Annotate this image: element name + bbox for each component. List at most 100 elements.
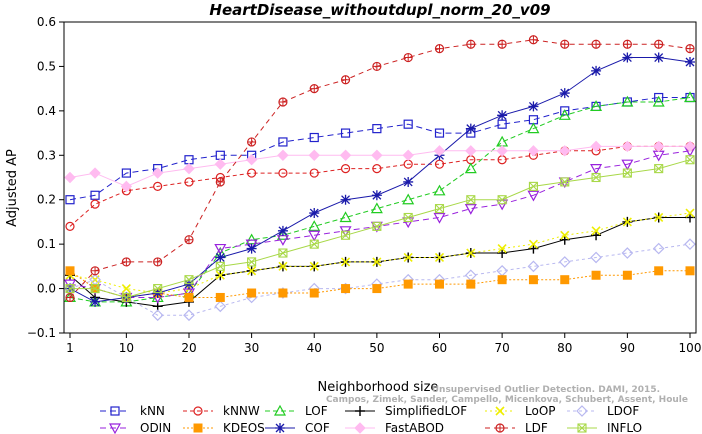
data-point-INFLO-100 [685,155,695,165]
data-point-FastABOD-75 [527,145,540,157]
data-point-LOF-50 [370,202,383,214]
legend-label-COF: COF [305,421,330,434]
data-point-kNN-35 [278,137,288,147]
data-point-INFLO-15 [153,284,163,294]
x-tick-label: 10 [119,341,134,355]
plot-frame [63,21,697,334]
data-point-FastABOD-1 [64,171,76,184]
data-point-INFLO-80 [560,177,570,187]
data-point-LDF-95 [654,39,664,49]
data-point-COF-70 [497,110,508,121]
data-point-KDEOS-35 [278,288,288,298]
data-point-LDOF-75 [527,260,540,273]
legend-item-LoOP: LoOP [485,404,556,418]
legend-label-ODIN: ODIN [140,421,171,434]
legend: kNN kNNW LOF SimplifiedLOF LoOP LDOF ODIN KDEOS… [100,404,642,434]
data-point-COF-80 [559,88,570,99]
data-point-INFLO-40 [309,239,319,249]
data-point-ODIN-65 [464,204,477,215]
data-point-COF-30 [246,243,257,254]
data-point-LDF-70 [497,39,507,49]
data-point-kNNW-40 [309,168,319,178]
data-point-LOF-75 [527,122,540,134]
legend-item-LOF: LOF [265,404,328,418]
data-point-kNNW-1 [65,221,75,231]
data-point-LDF-75 [528,35,539,45]
data-point-kNNW-50 [372,164,382,174]
data-point-LDOF-85 [590,251,602,264]
data-point-LDF-5 [90,266,100,276]
data-point-kNN-60 [434,128,445,138]
data-point-LDF-80 [560,39,570,49]
data-point-INFLO-5 [90,284,100,294]
data-point-KDEOS-55 [403,279,413,289]
legend-item-LDF: LDF [485,421,548,434]
series-KDEOS [65,266,695,302]
data-point-LoOP-10 [121,284,131,294]
x-axis-label: Neighborhood size [318,380,439,395]
data-point-LDOF-25 [214,300,227,313]
x-tick-label: 80 [557,341,572,355]
data-point-INFLO-75 [528,181,538,191]
data-point-kNNW-45 [340,164,351,174]
data-point-ODIN-25 [214,243,227,255]
legend-marker-LOF [273,404,287,416]
data-point-LDOF-95 [652,242,665,255]
series-LDF [65,35,695,303]
data-point-INFLO-60 [434,204,445,214]
data-point-FastABOD-10 [120,180,133,193]
y-tick-label: 0.3 [37,148,56,162]
legend-item-COF: COF [265,421,330,434]
legend-item-kNN: kNN [100,404,165,418]
data-point-FastABOD-55 [402,149,414,161]
legend-marker-SimplifiedLOF [355,406,365,416]
legend-label-LOF: LOF [305,404,328,418]
data-point-LoOP-40 [309,261,319,271]
data-point-FastABOD-35 [277,149,289,161]
legend-label-LDF: LDF [525,421,548,434]
data-point-LDOF-15 [151,309,164,322]
series-line-LDOF [69,243,691,316]
y-tick-label: 0.1 [37,237,56,251]
data-point-LoOP-45 [340,257,351,267]
data-point-COF-100 [685,56,695,67]
legend-marker-KDEOS [193,423,203,433]
series-FastABOD [64,140,696,193]
data-point-KDEOS-25 [215,292,225,302]
data-point-LDF-90 [622,39,632,49]
y-tick-label: 0.0 [37,282,56,296]
data-point-FastABOD-20 [183,162,195,175]
data-point-LOF-85 [590,100,603,112]
data-point-COF-5 [90,296,101,307]
data-point-LOF-45 [339,211,352,223]
data-point-ODIN-60 [433,212,446,224]
legend-item-ODIN: ODIN [100,421,171,434]
data-point-COF-85 [591,65,602,76]
data-point-LDF-20 [184,235,194,245]
data-point-KDEOS-20 [184,292,194,302]
data-point-kNN-50 [372,124,382,134]
data-point-LoOP-70 [497,244,507,254]
legend-marker-FastABOD [354,422,366,434]
x-tick-label: 30 [244,341,259,355]
data-point-INFLO-55 [403,212,413,223]
data-point-kNNW-15 [153,181,163,191]
data-point-LOF-80 [558,109,571,120]
data-point-FastABOD-100 [684,140,696,153]
data-point-COF-50 [371,190,382,201]
legend-label-kNN: kNN [140,404,165,418]
legend-item-KDEOS: KDEOS [183,421,265,434]
data-point-LOF-40 [308,220,321,231]
data-point-INFLO-65 [466,195,476,205]
data-point-LoOP-90 [622,217,632,227]
series-line-LOF [69,97,691,303]
data-point-LoOP-60 [434,252,445,263]
data-point-FastABOD-40 [308,149,320,161]
data-point-COF-45 [340,194,351,205]
series-line-kNNW [69,145,690,227]
data-point-INFLO-70 [497,195,507,205]
data-point-COF-95 [653,52,664,63]
data-point-ODIN-90 [621,159,634,171]
plot-area [64,35,696,322]
data-point-kNN-40 [309,132,319,143]
